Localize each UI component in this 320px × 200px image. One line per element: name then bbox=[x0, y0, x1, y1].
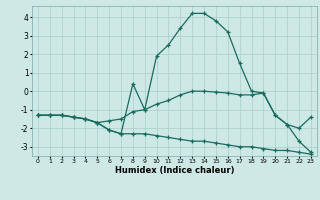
X-axis label: Humidex (Indice chaleur): Humidex (Indice chaleur) bbox=[115, 166, 234, 175]
